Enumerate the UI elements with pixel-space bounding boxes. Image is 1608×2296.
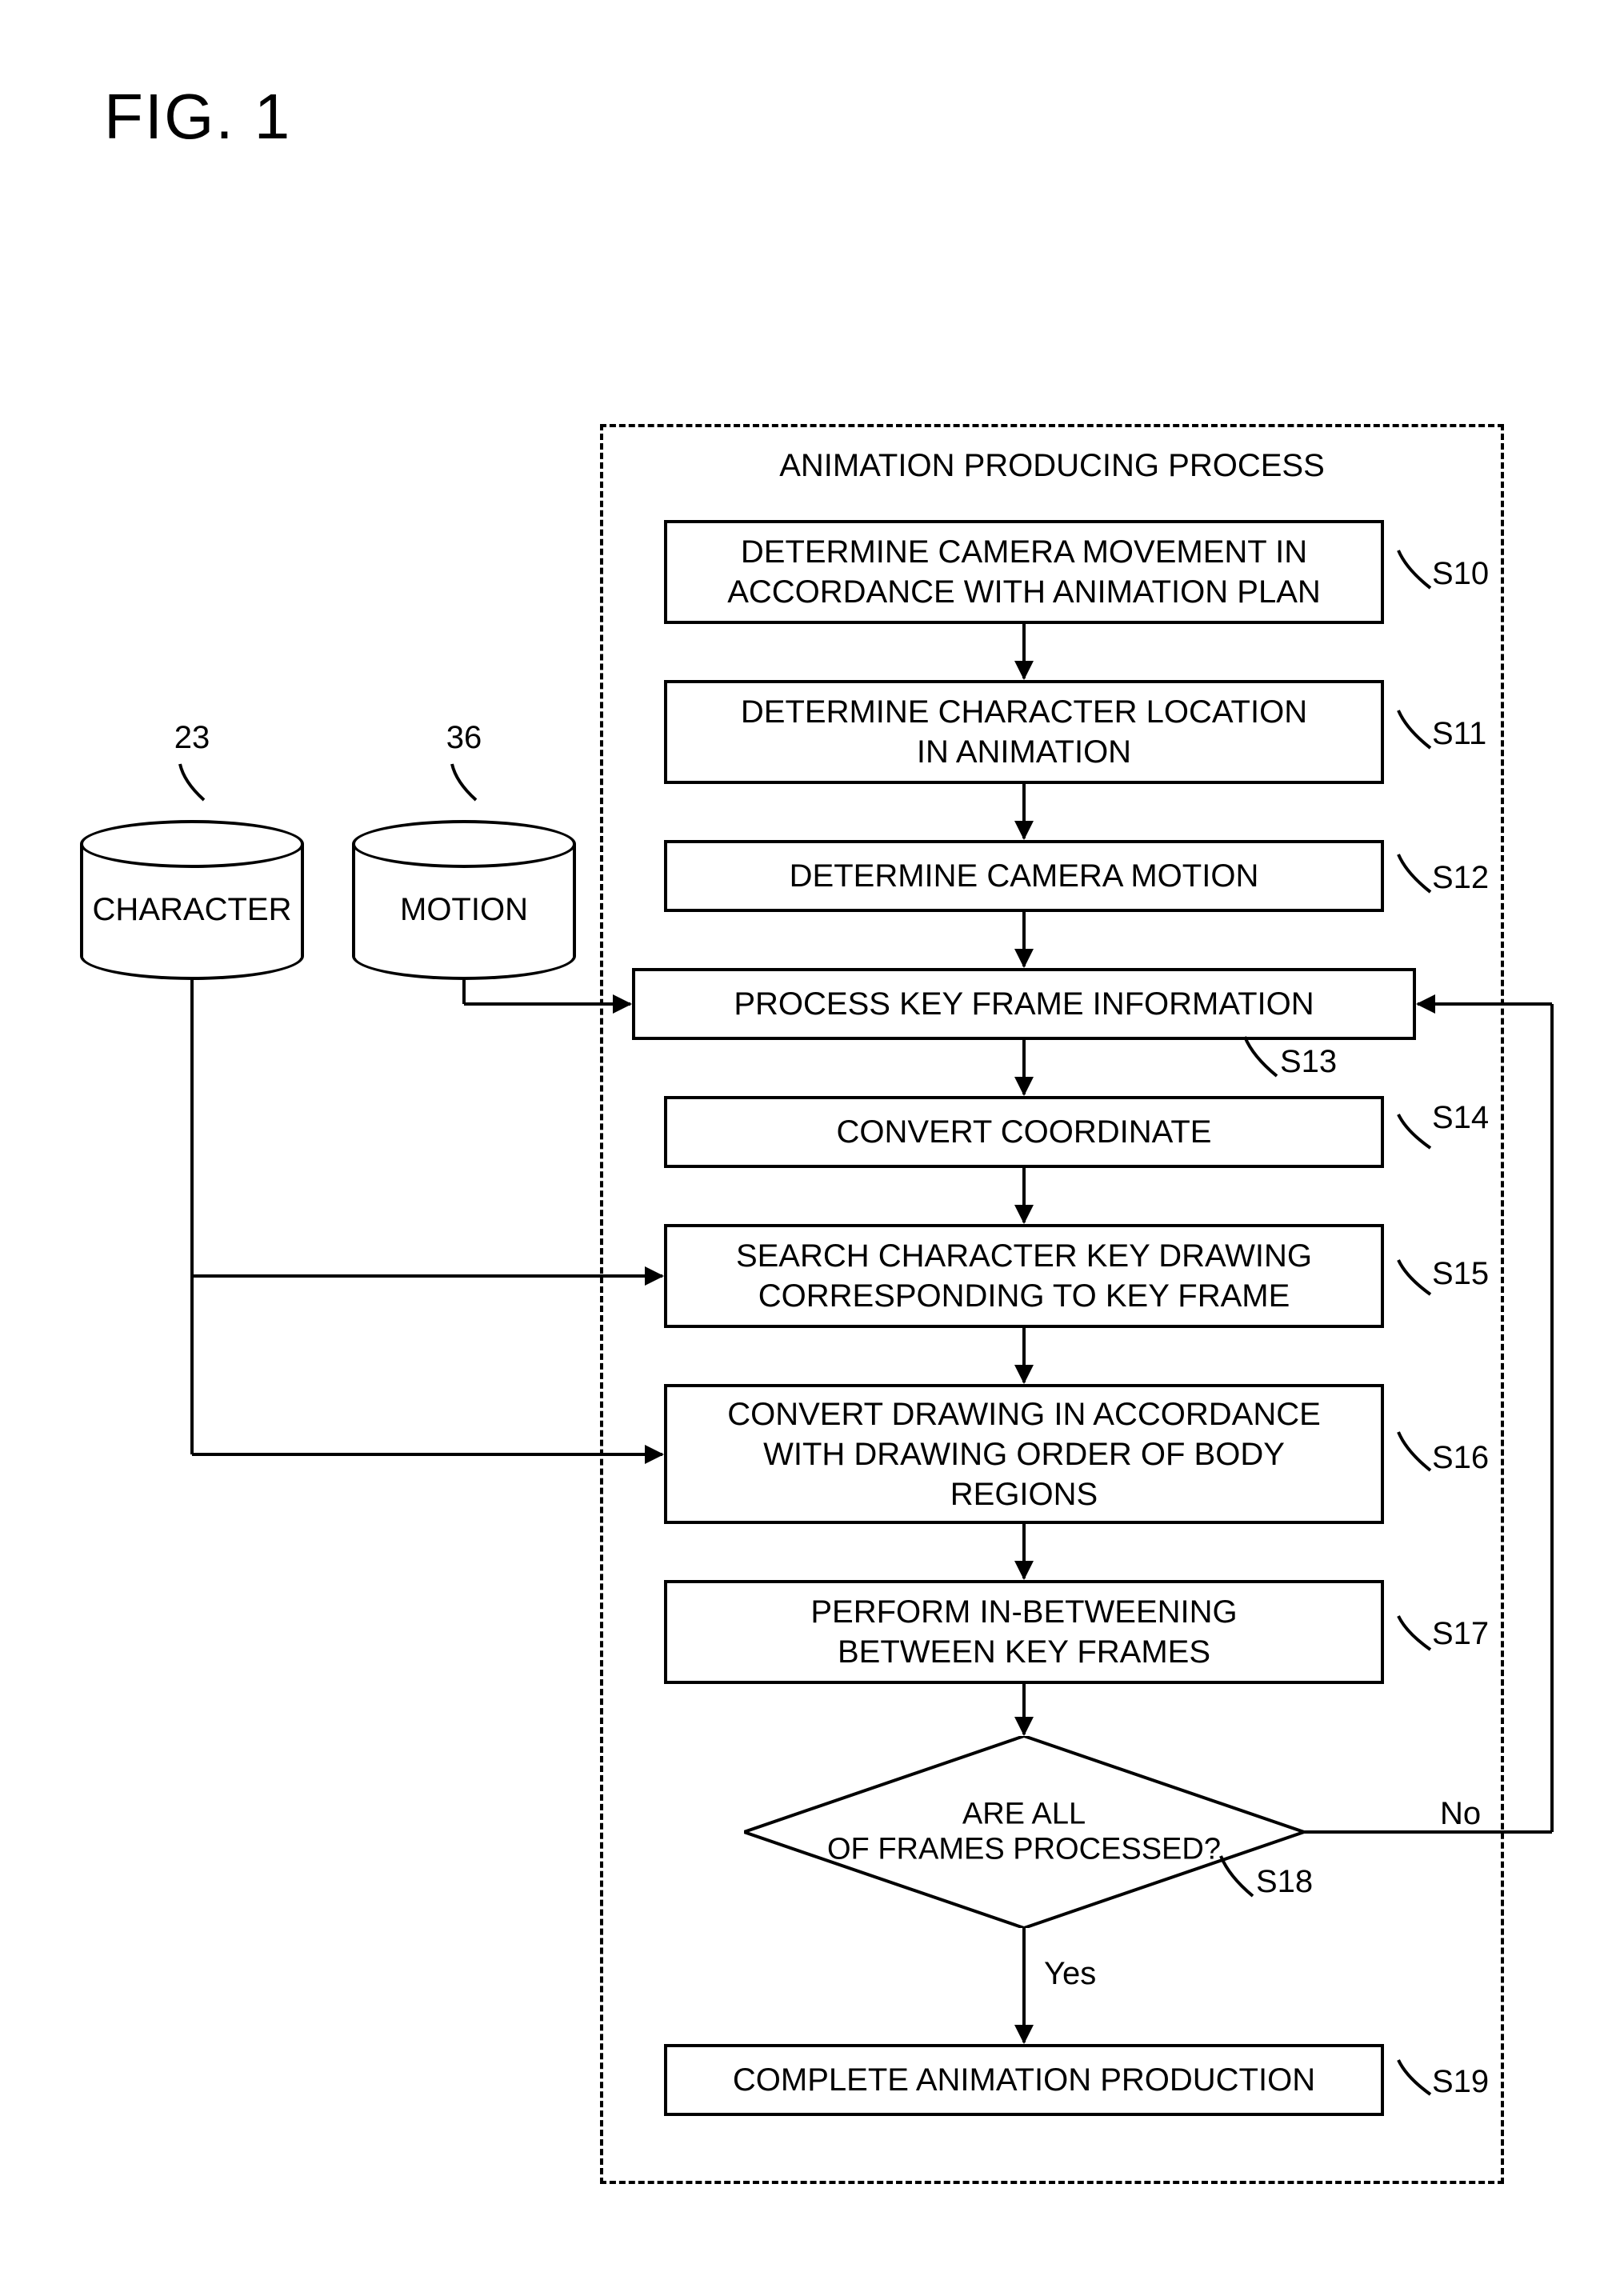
label-s16: S16 bbox=[1432, 1440, 1489, 1476]
cylinder-motion-num: 36 bbox=[352, 720, 576, 756]
label-s15: S15 bbox=[1432, 1256, 1489, 1292]
connector-line bbox=[1304, 1830, 1552, 1834]
label-tick bbox=[1395, 547, 1434, 591]
cylinder-character: CHARACTER bbox=[80, 820, 304, 980]
arrowhead-left-icon bbox=[1416, 994, 1435, 1014]
step-s13: PROCESS KEY FRAME INFORMATION bbox=[632, 968, 1416, 1040]
arrowhead-down-icon bbox=[1014, 1077, 1034, 1096]
arrowhead-right-icon bbox=[613, 994, 632, 1014]
no-label: No bbox=[1440, 1796, 1481, 1832]
label-tick bbox=[1395, 1429, 1434, 1474]
connector-line bbox=[462, 980, 466, 1004]
label-tick bbox=[1395, 1257, 1434, 1298]
step-s19: COMPLETE ANIMATION PRODUCTION bbox=[664, 2044, 1384, 2116]
arrowhead-right-icon bbox=[645, 1266, 664, 1286]
step-s12: DETERMINE CAMERA MOTION bbox=[664, 840, 1384, 912]
figure-title: FIG. 1 bbox=[104, 80, 291, 154]
label-s10: S10 bbox=[1432, 556, 1489, 592]
arrowhead-down-icon bbox=[1014, 1717, 1034, 1736]
label-tick bbox=[1218, 1853, 1256, 1899]
arrowhead-down-icon bbox=[1014, 2025, 1034, 2044]
arrowhead-right-icon bbox=[645, 1445, 664, 1464]
yes-label: Yes bbox=[1044, 1956, 1096, 1992]
connector-line bbox=[464, 1002, 630, 1006]
arrowhead-down-icon bbox=[1014, 661, 1034, 680]
step-s16: CONVERT DRAWING IN ACCORDANCEWITH DRAWIN… bbox=[664, 1384, 1384, 1524]
label-tick bbox=[1395, 851, 1434, 895]
connector-line bbox=[190, 980, 194, 1454]
label-tick bbox=[1395, 1613, 1434, 1653]
arrowhead-down-icon bbox=[1014, 1365, 1034, 1384]
decision-s18: ARE ALLOF FRAMES PROCESSED? bbox=[744, 1736, 1304, 1928]
step-s15: SEARCH CHARACTER KEY DRAWINGCORRESPONDIN… bbox=[664, 1224, 1384, 1328]
label-s19: S19 bbox=[1432, 2064, 1489, 2100]
cylinder-motion: MOTION bbox=[352, 820, 576, 980]
arrowhead-down-icon bbox=[1014, 1561, 1034, 1580]
label-s11: S11 bbox=[1432, 716, 1486, 752]
label-tick bbox=[1395, 2057, 1434, 2098]
arrowhead-down-icon bbox=[1014, 949, 1034, 968]
connector-line bbox=[1550, 1004, 1554, 1832]
process-title: ANIMATION PRODUCING PROCESS bbox=[600, 448, 1504, 484]
label-s18: S18 bbox=[1256, 1864, 1313, 1900]
connector-line bbox=[192, 1453, 662, 1456]
cylinder-character-num: 23 bbox=[80, 720, 304, 756]
cylinder-motion-label: MOTION bbox=[352, 892, 576, 928]
label-tick bbox=[449, 761, 479, 803]
step-s11: DETERMINE CHARACTER LOCATIONIN ANIMATION bbox=[664, 680, 1384, 784]
label-s13: S13 bbox=[1280, 1044, 1337, 1080]
arrowhead-down-icon bbox=[1014, 821, 1034, 840]
label-tick bbox=[177, 761, 207, 803]
arrowhead-down-icon bbox=[1014, 1205, 1034, 1224]
label-s17: S17 bbox=[1432, 1616, 1489, 1652]
label-tick bbox=[1242, 1034, 1280, 1079]
step-s14: CONVERT COORDINATE bbox=[664, 1096, 1384, 1168]
label-tick bbox=[1395, 1111, 1434, 1151]
connector-line bbox=[192, 1274, 662, 1278]
label-tick bbox=[1395, 707, 1434, 751]
page: FIG. 1 ANIMATION PRODUCING PROCESS CHARA… bbox=[0, 0, 1608, 2296]
step-s17: PERFORM IN-BETWEENINGBETWEEN KEY FRAMES bbox=[664, 1580, 1384, 1684]
step-s10: DETERMINE CAMERA MOVEMENT INACCORDANCE W… bbox=[664, 520, 1384, 624]
label-s14: S14 bbox=[1432, 1100, 1489, 1136]
cylinder-character-label: CHARACTER bbox=[80, 892, 304, 928]
label-s12: S12 bbox=[1432, 860, 1489, 896]
connector-line bbox=[1418, 1002, 1552, 1006]
